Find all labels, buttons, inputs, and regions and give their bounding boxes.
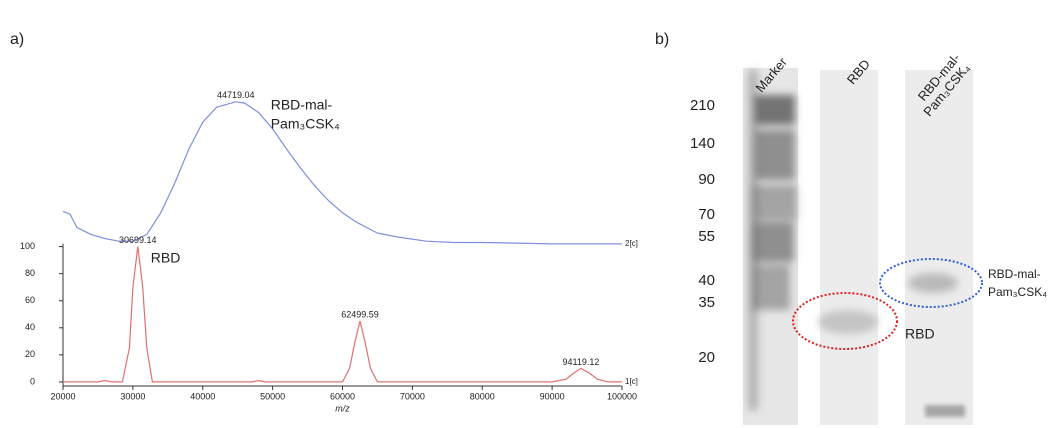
band-label: RBD-mal- [988, 267, 1041, 281]
x-tick-label: 40000 [190, 391, 215, 401]
peak-label: 44719.04 [217, 90, 255, 100]
y-tick-label: 0 [30, 376, 35, 386]
ladder-label: 35 [698, 294, 715, 311]
x-axis-label: m/z [335, 403, 350, 413]
ladder-label: 55 [698, 228, 715, 245]
figure: a) b) 0 20 40 60 80 100 20000 30000 40000 50000 60… [0, 0, 1057, 428]
ladder-label: 210 [690, 97, 715, 114]
x-tick-label: 50000 [260, 391, 285, 401]
y-tick-label: 100 [20, 241, 35, 251]
panel-label: a) [10, 31, 24, 48]
x-tick-label: 70000 [400, 391, 425, 401]
peak-label: 30699.14 [119, 235, 157, 245]
peak-label: 94119.12 [562, 357, 599, 367]
x-tick-label: 80000 [470, 391, 495, 401]
y-tick-label: 40 [25, 322, 35, 332]
ladder-label: 40 [698, 272, 715, 289]
gel-image [743, 68, 982, 425]
trace-label: Pam₃CSK₄ [271, 115, 340, 131]
ladder-label: 140 [690, 135, 715, 152]
peak-label: 62499.59 [341, 309, 379, 319]
trace-label: RBD [151, 249, 181, 265]
trace-label: RBD-mal- [271, 96, 333, 112]
y-tick-label: 80 [25, 268, 35, 278]
x-tick-label: 60000 [330, 391, 355, 401]
ladder-label: 20 [698, 349, 715, 366]
x-tick-label: 90000 [540, 391, 565, 401]
panel-label: b) [655, 31, 669, 48]
series-name: 1[c] [625, 377, 638, 386]
y-tick-label: 60 [25, 295, 35, 305]
x-tick-label: 100000 [607, 391, 637, 401]
series-name: 2[c] [625, 239, 638, 248]
ladder-label: 90 [698, 171, 715, 188]
band-label: Pam₃CSK₄ [988, 285, 1047, 299]
spectrum-line [63, 102, 622, 244]
x-tick-label: 20000 [50, 391, 75, 401]
ladder-label: 70 [698, 206, 715, 223]
y-tick-label: 20 [25, 349, 35, 359]
x-tick-label: 30000 [120, 391, 145, 401]
band-label: RBD [905, 326, 935, 342]
